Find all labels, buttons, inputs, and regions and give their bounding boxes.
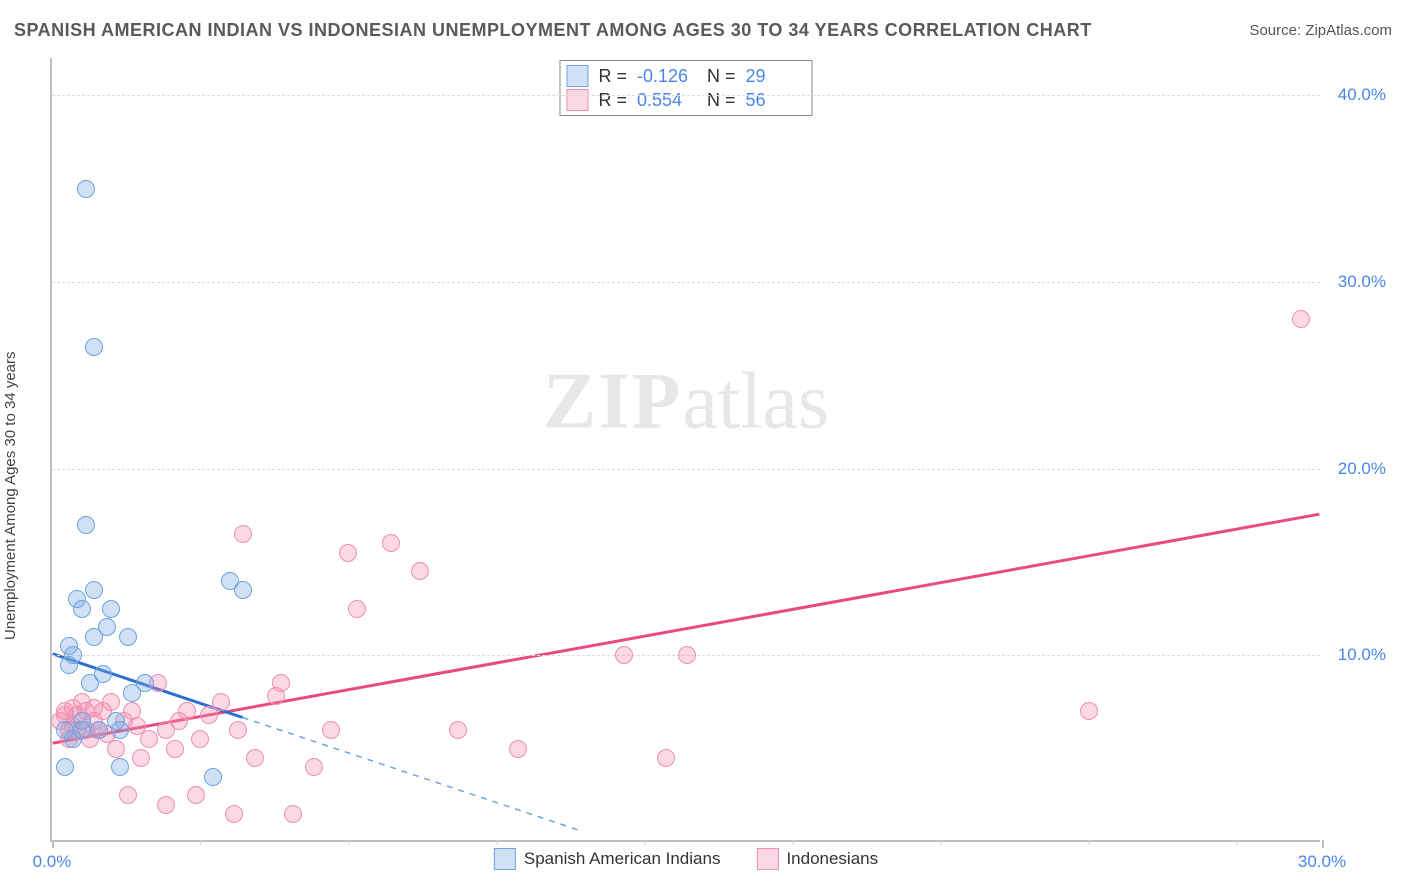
data-point-b (178, 702, 196, 720)
data-point-b (229, 721, 247, 739)
stat-label-r2: R = (598, 90, 627, 111)
x-tick (1322, 840, 1324, 848)
legend-item-b: Indonesians (756, 848, 878, 870)
source-attribution: Source: ZipAtlas.com (1249, 22, 1392, 39)
y-tick-label: 10.0% (1326, 645, 1386, 665)
y-tick-label: 40.0% (1326, 85, 1386, 105)
data-point-b (1080, 702, 1098, 720)
data-point-a (102, 600, 120, 618)
data-point-b (322, 721, 340, 739)
data-point-b (102, 693, 120, 711)
data-point-b (339, 544, 357, 562)
x-tick-minor (793, 840, 794, 845)
y-axis-label: Unemployment Among Ages 30 to 34 years (2, 351, 19, 640)
data-point-a (73, 600, 91, 618)
stat-r-a: -0.126 (637, 66, 697, 87)
x-tick (52, 840, 54, 848)
data-point-a (204, 768, 222, 786)
gridline (52, 282, 1320, 283)
data-point-b (348, 600, 366, 618)
data-point-b (157, 796, 175, 814)
data-point-b (305, 758, 323, 776)
data-point-b (246, 749, 264, 767)
data-point-b (382, 534, 400, 552)
chart-title: SPANISH AMERICAN INDIAN VS INDONESIAN UN… (14, 20, 1092, 41)
x-tick-minor (941, 840, 942, 845)
stat-n-a: 29 (746, 66, 806, 87)
stat-n-b: 56 (746, 90, 806, 111)
plot-area: ZIPatlas R = -0.126 N = 29 R = 0.554 N =… (50, 58, 1320, 842)
data-point-b (187, 786, 205, 804)
y-tick-label: 20.0% (1326, 459, 1386, 479)
y-tick-label: 30.0% (1326, 272, 1386, 292)
stats-row-b: R = 0.554 N = 56 (566, 88, 805, 112)
data-point-a (111, 758, 129, 776)
data-point-a (94, 665, 112, 683)
x-tick-minor (348, 840, 349, 845)
legend-swatch-b-icon (756, 848, 778, 870)
legend-item-a: Spanish American Indians (494, 848, 721, 870)
data-point-b (509, 740, 527, 758)
data-point-b (119, 786, 137, 804)
data-point-b (449, 721, 467, 739)
x-tick-minor (645, 840, 646, 845)
data-point-a (77, 516, 95, 534)
data-point-b (1292, 310, 1310, 328)
data-point-b (191, 730, 209, 748)
x-tick-minor (497, 840, 498, 845)
data-point-b (212, 693, 230, 711)
x-tick-minor (1237, 840, 1238, 845)
data-point-a (56, 758, 74, 776)
watermark-zip: ZIP (543, 358, 682, 446)
data-point-b (657, 749, 675, 767)
data-point-a (64, 646, 82, 664)
gridline (52, 95, 1320, 96)
data-point-b (166, 740, 184, 758)
data-point-b (107, 740, 125, 758)
stats-row-a: R = -0.126 N = 29 (566, 64, 805, 88)
swatch-b-icon (566, 89, 588, 111)
legend-label-a: Spanish American Indians (524, 849, 721, 869)
data-point-a (90, 721, 108, 739)
data-point-a (85, 581, 103, 599)
x-tick-label: 0.0% (33, 852, 72, 872)
data-point-b (272, 674, 290, 692)
data-point-b (411, 562, 429, 580)
trend-line (53, 514, 1320, 743)
data-point-b (234, 525, 252, 543)
x-tick-label: 30.0% (1298, 852, 1346, 872)
data-point-a (111, 721, 129, 739)
gridline (52, 469, 1320, 470)
data-point-a (85, 338, 103, 356)
data-point-b (678, 646, 696, 664)
legend-label-b: Indonesians (786, 849, 878, 869)
data-point-a (136, 674, 154, 692)
data-point-b (615, 646, 633, 664)
watermark: ZIPatlas (543, 357, 829, 448)
data-point-a (77, 180, 95, 198)
stat-r-b: 0.554 (637, 90, 697, 111)
data-point-a (119, 628, 137, 646)
data-point-b (284, 805, 302, 823)
data-point-b (132, 749, 150, 767)
watermark-atlas: atlas (682, 358, 829, 446)
chart-container: SPANISH AMERICAN INDIAN VS INDONESIAN UN… (0, 0, 1406, 892)
x-tick-minor (1089, 840, 1090, 845)
data-point-a (73, 721, 91, 739)
title-bar: SPANISH AMERICAN INDIAN VS INDONESIAN UN… (14, 20, 1392, 41)
data-point-a (98, 618, 116, 636)
x-tick-minor (200, 840, 201, 845)
swatch-a-icon (566, 65, 588, 87)
stat-label-n: N = (707, 66, 736, 87)
bottom-legend: Spanish American Indians Indonesians (494, 848, 878, 870)
legend-swatch-a-icon (494, 848, 516, 870)
data-point-b (225, 805, 243, 823)
stats-box: R = -0.126 N = 29 R = 0.554 N = 56 (559, 60, 812, 116)
stat-label-n2: N = (707, 90, 736, 111)
data-point-b (140, 730, 158, 748)
data-point-a (221, 572, 239, 590)
stat-label-r: R = (598, 66, 627, 87)
